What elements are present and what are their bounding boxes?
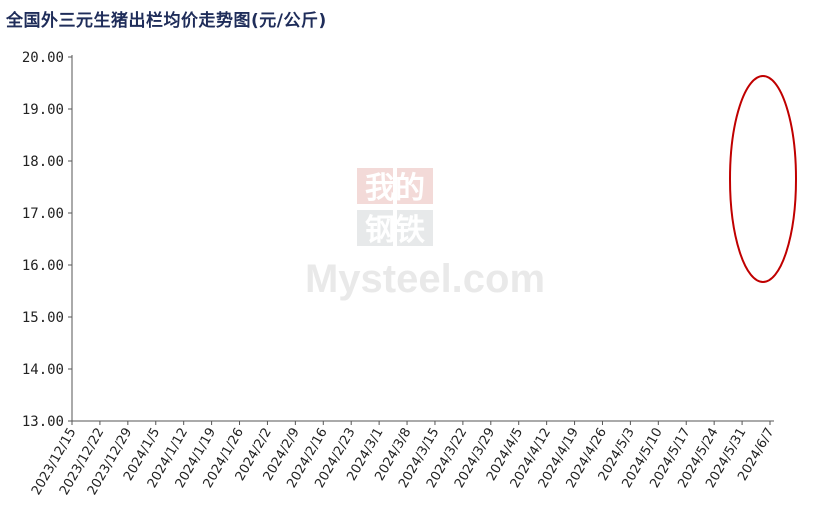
y-tick-label: 17.00 [22,206,64,222]
watermark-en: Mysteel.com [305,257,545,301]
watermark-box-4 [397,210,433,246]
y-tick-label: 20.00 [22,50,64,66]
watermark-box-2 [397,168,433,204]
y-tick-label: 13.00 [22,414,64,430]
y-tick-label: 15.00 [22,310,64,326]
mysteel-watermark: 我的 钢铁 Mysteel.com [305,168,545,301]
y-tick-label: 19.00 [22,102,64,118]
watermark-box-1 [357,168,393,204]
y-tick-label: 14.00 [22,362,64,378]
highlight-ellipse [729,75,797,283]
chart-title: 全国外三元生猪出栏均价走势图(元/公斤) [6,11,327,31]
y-axis-ticks: 13.00 14.00 15.00 16.00 17.00 18.00 19.00 20.00 [22,50,72,430]
y-tick-label: 18.00 [22,154,64,170]
x-axis-ticks: 2023/12/152023/12/222023/12/292024/1/520… [29,421,777,498]
watermark-box-3 [357,210,393,246]
axes [71,55,774,422]
y-tick-label: 16.00 [22,258,64,274]
watermark-cn-bottom: 钢铁 [365,213,425,248]
watermark-cn-top: 我的 [365,171,425,206]
